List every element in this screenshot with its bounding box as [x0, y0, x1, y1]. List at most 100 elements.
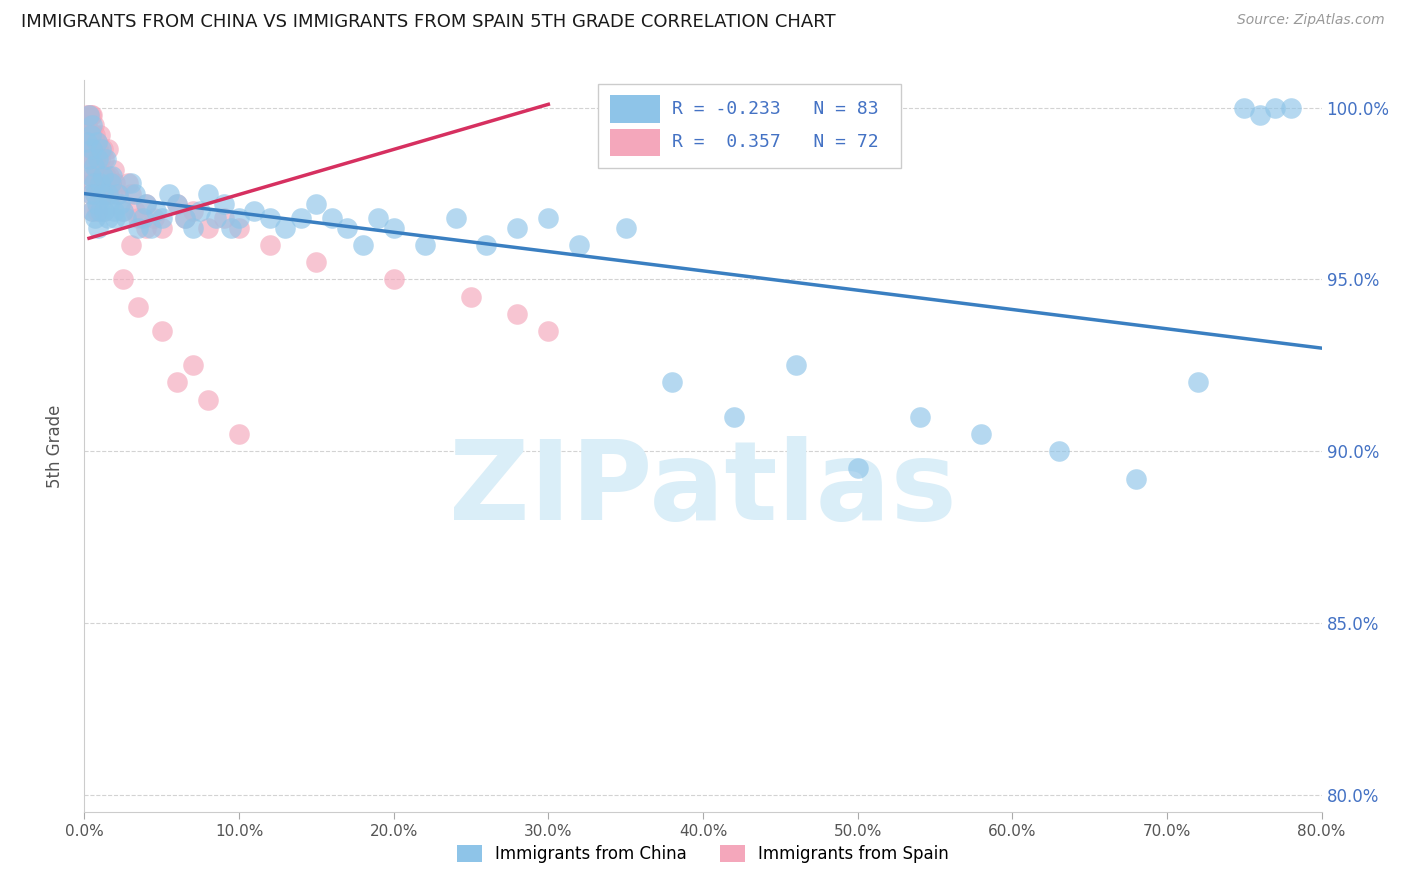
Point: [89, 203, 111, 218]
Point: [87, 142, 110, 156]
Point: [444, 211, 467, 225]
Point: [84, 186, 107, 201]
Point: [93, 203, 115, 218]
Point: [87, 153, 110, 167]
Point: [98, 169, 121, 184]
Point: [139, 221, 162, 235]
Point: [97, 186, 120, 201]
Point: [243, 203, 266, 218]
Point: [166, 197, 188, 211]
Point: [86, 135, 108, 149]
Point: [1047, 444, 1070, 458]
Point: [568, 238, 591, 252]
Point: [83, 169, 105, 184]
Point: [84, 186, 107, 201]
Point: [84, 153, 107, 167]
Point: [89, 153, 111, 167]
Point: [82, 176, 104, 190]
Point: [212, 197, 235, 211]
Text: ZIPatlas: ZIPatlas: [449, 436, 957, 543]
Point: [128, 300, 150, 314]
Point: [86, 197, 108, 211]
Point: [77, 107, 100, 121]
Point: [1233, 101, 1256, 115]
Point: [188, 203, 212, 218]
Point: [166, 376, 188, 390]
Point: [101, 186, 124, 201]
Point: [82, 142, 104, 156]
Point: [79, 128, 101, 143]
Point: [79, 169, 101, 184]
Point: [352, 238, 374, 252]
Point: [83, 176, 105, 190]
Point: [120, 176, 142, 190]
Y-axis label: 5th Grade: 5th Grade: [45, 404, 63, 488]
Point: [100, 176, 122, 190]
Point: [77, 107, 100, 121]
Text: IMMIGRANTS FROM CHINA VS IMMIGRANTS FROM SPAIN 5TH GRADE CORRELATION CHART: IMMIGRANTS FROM CHINA VS IMMIGRANTS FROM…: [21, 13, 835, 31]
Point: [145, 203, 167, 218]
Point: [159, 186, 181, 201]
Point: [413, 238, 436, 252]
Text: R =  0.357   N = 72: R = 0.357 N = 72: [672, 134, 879, 152]
Point: [93, 153, 115, 167]
Point: [212, 211, 235, 225]
Point: [305, 197, 328, 211]
Point: [117, 176, 139, 190]
FancyBboxPatch shape: [598, 84, 901, 168]
Point: [98, 197, 121, 211]
Point: [104, 176, 127, 190]
Point: [87, 176, 110, 190]
Point: [290, 211, 312, 225]
Point: [91, 142, 114, 156]
Point: [228, 221, 250, 235]
FancyBboxPatch shape: [610, 128, 659, 156]
Point: [537, 324, 560, 338]
Point: [150, 221, 173, 235]
Point: [259, 211, 281, 225]
Point: [120, 186, 142, 201]
Point: [181, 203, 204, 218]
Point: [475, 238, 498, 252]
Point: [107, 186, 129, 201]
Point: [101, 169, 124, 184]
Point: [82, 153, 104, 167]
Point: [89, 128, 111, 143]
Point: [79, 135, 101, 149]
Point: [77, 153, 100, 167]
Point: [181, 221, 204, 235]
Point: [197, 392, 219, 407]
Point: [174, 211, 197, 225]
Point: [94, 169, 117, 184]
Point: [970, 427, 993, 442]
Point: [79, 107, 101, 121]
Point: [82, 203, 104, 218]
Point: [1125, 472, 1147, 486]
Point: [82, 118, 104, 132]
Point: [103, 203, 125, 218]
Point: [174, 211, 197, 225]
Point: [83, 118, 105, 132]
Point: [108, 197, 131, 211]
Point: [82, 107, 104, 121]
Point: [112, 272, 135, 286]
Point: [150, 324, 173, 338]
Point: [135, 221, 157, 235]
Point: [79, 169, 101, 184]
Point: [124, 203, 146, 218]
Point: [112, 203, 135, 218]
Point: [128, 221, 150, 235]
Point: [93, 203, 115, 218]
Point: [382, 221, 405, 235]
Point: [143, 211, 166, 225]
Point: [76, 135, 98, 149]
Point: [77, 153, 100, 167]
Point: [94, 153, 117, 167]
Point: [112, 203, 135, 218]
Point: [77, 135, 100, 149]
Point: [908, 409, 931, 424]
Point: [76, 107, 98, 121]
Point: [128, 211, 150, 225]
Point: [382, 272, 405, 286]
Point: [723, 409, 745, 424]
